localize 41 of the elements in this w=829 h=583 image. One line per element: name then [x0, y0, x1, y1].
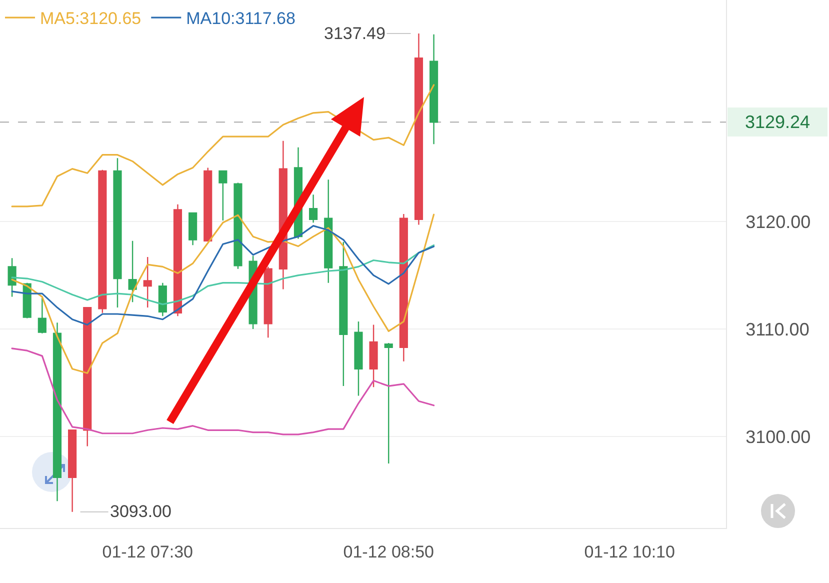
y-tick-label: 3110.00: [746, 319, 810, 340]
candlestick: [218, 170, 228, 222]
candlestick: [399, 213, 408, 362]
candlestick: [143, 256, 152, 308]
candlestick: [354, 320, 363, 396]
candlestick: [8, 257, 16, 298]
line-series: [11, 225, 435, 326]
candlestick: [384, 342, 393, 464]
candlestick: [324, 178, 333, 284]
candlestick: [113, 157, 122, 308]
y-tick-label: 3120.00: [746, 212, 811, 232]
candlestick: [414, 32, 424, 226]
y-tick-label: 3100.00: [746, 426, 811, 447]
candlestick: [173, 204, 182, 317]
candlestick: [52, 322, 62, 502]
candlestick: [68, 430, 77, 512]
candlestick: [188, 212, 198, 246]
candlestick: [339, 241, 348, 387]
x-tick-label: 01-12 08:50: [343, 542, 434, 562]
candlestick: [309, 194, 318, 224]
candlestick: [98, 169, 107, 314]
candlestick: [430, 34, 438, 145]
candlestick: [158, 282, 167, 317]
legend-label: MA10:3117.68: [186, 9, 296, 28]
candlestick: [83, 306, 92, 447]
line-series: [11, 84, 435, 208]
x-tick-label: 01-12 10:10: [584, 542, 675, 562]
candlestick: [264, 266, 272, 338]
annotation: 3137.49: [324, 24, 386, 43]
annotation: 3093.00: [110, 502, 172, 521]
line-series: [11, 244, 435, 306]
candlestick: [128, 240, 137, 303]
candlestick: [38, 297, 46, 334]
candlestick: [204, 167, 212, 242]
line-series: [11, 348, 435, 436]
legend-label: MA5:3120.65: [40, 9, 142, 28]
ref-line-label: 3129.24: [744, 112, 810, 132]
candlestick: [369, 324, 378, 388]
candlestick: [234, 182, 242, 270]
x-tick-label: 01-12 07:30: [102, 542, 193, 562]
line-series: [11, 214, 435, 374]
